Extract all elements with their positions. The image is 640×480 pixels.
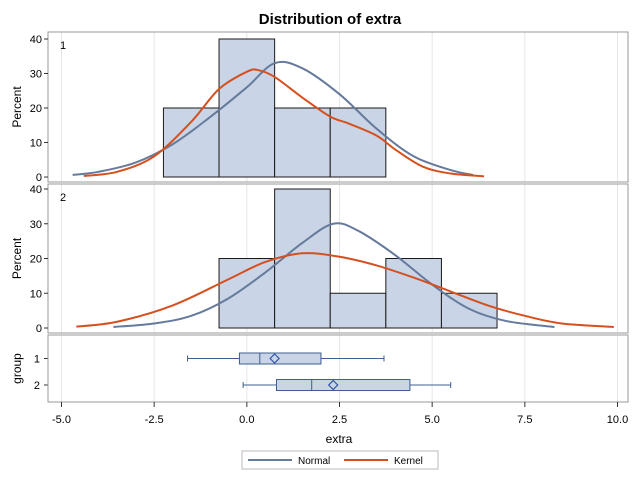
x-tick-label: -2.5 (145, 414, 164, 426)
histogram-bar (162, 107, 220, 178)
boxplot-group-2: 2 (34, 379, 452, 392)
x-tick-label: 10.0 (607, 414, 628, 426)
legend-label-normal: Normal (298, 456, 330, 467)
chart-title: Distribution of extra (259, 11, 402, 28)
y-tick-label: 40 (30, 34, 42, 46)
y-tick-label: 20 (30, 254, 42, 266)
x-axis-label: extra (326, 432, 353, 446)
panel-frame (47, 31, 629, 183)
normal-curve (113, 222, 555, 328)
histogram-bar (329, 107, 387, 178)
x-tick-label: 2.5 (332, 414, 347, 426)
mean-marker (327, 379, 339, 391)
panel-label: 2 (60, 192, 66, 204)
y-axis-label: group (10, 353, 24, 384)
box (275, 379, 411, 391)
boxplot-panel: 1 2 group (10, 334, 629, 403)
y-tick-label: 10 (30, 138, 42, 150)
panel-label: 1 (60, 40, 66, 52)
y-tick-label: 20 (30, 103, 42, 115)
y-tick-label: 30 (30, 219, 42, 231)
y-axis-label: Percent (10, 86, 24, 128)
histogram-panel-1: 0 10 20 30 40 Percent 1 (10, 31, 629, 184)
kernel-curve (76, 252, 614, 328)
x-tick-label: 0.0 (239, 414, 254, 426)
group-tick-label: 1 (34, 354, 40, 366)
y-tick-label: 0 (36, 172, 42, 184)
x-axis: -5.0 -2.5 0.0 2.5 5.0 7.5 10.0 (52, 402, 628, 426)
normal-curve (72, 60, 474, 176)
legend: Normal Kernel (241, 450, 439, 470)
group-tick-label: 2 (34, 380, 40, 392)
boxplot-group-1: 1 (34, 352, 385, 366)
y-tick-label: 0 (36, 323, 42, 335)
histogram-bar (218, 258, 276, 329)
mean-marker (269, 353, 280, 364)
histogram-bar (329, 292, 387, 329)
kernel-curve (83, 68, 485, 178)
histogram-bar (218, 38, 276, 178)
legend-box (241, 450, 439, 470)
y-tick-label: 30 (30, 69, 42, 81)
legend-label-kernel: Kernel (394, 456, 423, 467)
y-tick-label: 10 (30, 288, 42, 300)
x-tick-label: -5.0 (52, 414, 71, 426)
x-tick-label: 5.0 (425, 414, 440, 426)
y-tick-label: 40 (30, 184, 42, 196)
y-axis-label: Percent (10, 237, 24, 279)
histogram-bar (274, 107, 331, 178)
histogram-panel-2: 0 10 20 30 40 Percent 2 (10, 183, 629, 335)
box (238, 352, 322, 365)
x-tick-label: 7.5 (517, 414, 532, 426)
panel-frame (47, 334, 629, 403)
